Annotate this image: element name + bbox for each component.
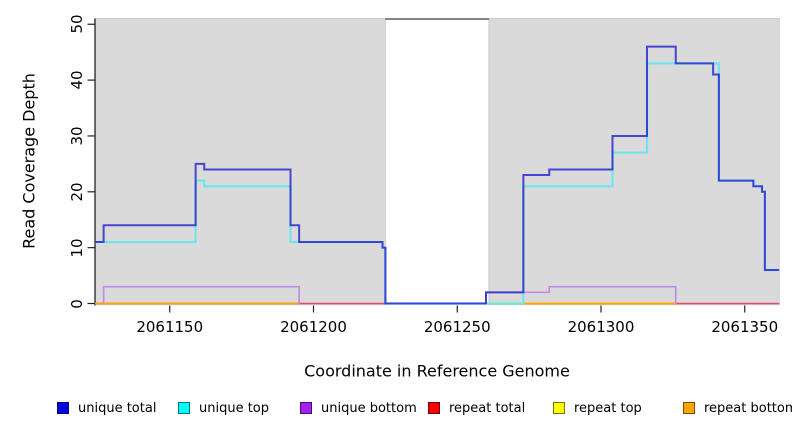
legend-item: unique total — [57, 400, 157, 416]
legend-label: repeat total — [449, 400, 526, 416]
legend-swatch-icon — [300, 402, 312, 414]
legend-item: repeat top — [553, 400, 642, 416]
y-tick-label: 20 — [68, 182, 86, 202]
legend-item: repeat bottom — [683, 400, 792, 416]
x-tick-label: 2061300 — [567, 318, 635, 336]
legend-swatch-icon — [683, 402, 695, 414]
legend-label: repeat top — [574, 400, 642, 416]
legend-label: unique top — [199, 400, 270, 416]
legend-swatch-icon — [178, 402, 190, 414]
x-axis-title: Coordinate in Reference Genome — [304, 361, 570, 381]
covered-region-shading — [488, 18, 780, 306]
legend-swatch-icon — [553, 402, 565, 414]
y-tick-label: 10 — [68, 238, 86, 258]
covered-region-shading — [94, 18, 386, 306]
y-tick-label: 50 — [68, 14, 86, 34]
x-tick-label: 2061200 — [280, 318, 347, 336]
y-tick-label: 40 — [68, 70, 86, 90]
y-axis-title: Read Coverage Depth — [19, 73, 39, 249]
legend-item: unique top — [178, 400, 270, 416]
series-line-unique-bottom — [102, 285, 300, 304]
x-tick-label: 2061250 — [423, 318, 491, 336]
legend-swatch-icon — [57, 402, 69, 414]
legend-label: unique bottom — [321, 400, 417, 416]
series-line-unique-total — [95, 45, 780, 305]
x-tick-label: 2061350 — [711, 318, 779, 336]
x-tick-label: 2061150 — [136, 318, 204, 336]
legend-label: repeat bottom — [704, 400, 792, 416]
y-tick-label: 30 — [68, 126, 86, 146]
legend-swatch-icon — [428, 402, 440, 414]
legend-item: unique bottom — [300, 400, 417, 416]
y-tick-label: 0 — [68, 298, 86, 309]
legend-item: repeat total — [428, 400, 526, 416]
legend-label: unique total — [78, 400, 157, 416]
